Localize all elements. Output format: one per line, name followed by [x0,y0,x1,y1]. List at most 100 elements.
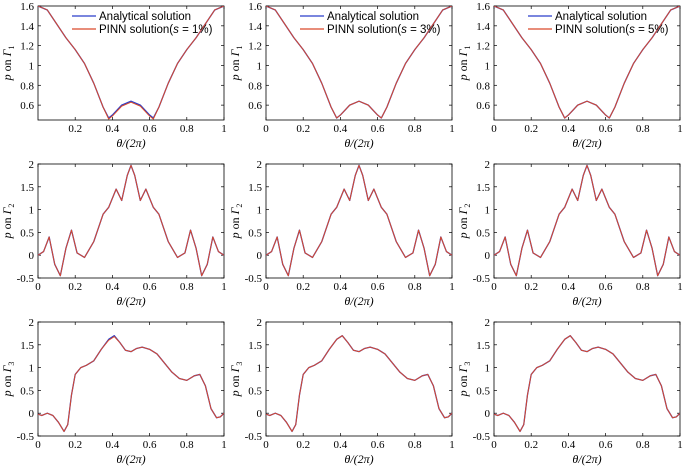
y-tick-label: 1.5 [476,340,490,352]
subplot-2-1: 0 0.2 0.4 0.6 0.8 1-0.500.511.52θ/(2π)p on Γ2 [0,159,227,308]
y-label-on: on [456,372,470,390]
x-tick-label: 0.6 [371,281,385,293]
series-pinn [38,336,224,432]
y-tick-label: 2 [257,317,263,329]
x-tick-label: 0.4 [106,439,120,451]
y-label-gamma: Γ [228,206,242,215]
y-label-var: p [456,74,470,81]
x-tick-label: 0 [263,281,269,293]
y-tick-label: 1 [29,363,35,375]
y-tick-label: 0.5 [476,227,490,239]
y-axis-label: p on Γ3 [456,362,472,398]
series-pinn [38,164,224,277]
legend-label-analytical: Analytical solution [99,11,191,23]
legend-label-pinn: PINN solution(s = 1%) [99,24,213,36]
subplot-3-2: 0 0.2 0.4 0.6 0.8 1-0.500.511.52θ/(2π)p on Γ3 [228,317,455,466]
x-tick-label: 0.8 [408,123,422,135]
subplot-3-1: 0 0.2 0.4 0.6 0.8 1-0.500.511.52θ/(2π)p on Γ3 [0,317,227,466]
y-axis-label: p on Γ1 [0,46,16,82]
y-tick-label: 1.6 [248,1,262,13]
x-tick-label: 1 [221,281,227,293]
x-tick-label: 0.8 [180,439,194,451]
plot-frame [265,163,453,279]
y-label-gamma: Γ [0,48,14,57]
x-tick-label: 0.6 [371,123,385,135]
x-tick-label: 0.2 [524,123,538,135]
x-tick-label: 0.8 [180,281,194,293]
x-tick-label: 0 [263,439,269,451]
y-label-gamma: Γ [0,364,14,373]
y-label-var: p [228,74,242,81]
y-tick-label: 2 [485,317,491,329]
y-axis-label: p on Γ2 [228,204,244,240]
y-tick-label: 1 [29,60,35,72]
y-label-gamma: Γ [228,364,242,373]
y-tick-label: 0.8 [476,80,490,92]
y-tick-label: 1 [485,60,491,72]
y-tick-label: 1.6 [20,1,34,13]
y-tick-label: 1.5 [248,340,262,352]
y-label-on: on [228,214,242,232]
y-label-on: on [456,56,470,74]
y-label-on: on [456,214,470,232]
x-tick-label: 1 [221,123,227,135]
y-tick-label: 1 [257,205,263,217]
y-tick-label: -0.5 [245,431,263,443]
y-label-subscript: 1 [463,46,472,50]
x-tick-label: 0.6 [599,439,613,451]
y-label-subscript: 2 [463,204,472,208]
x-tick-label: 0 [491,281,497,293]
x-tick-label: 0.4 [562,439,576,451]
x-tick-label: 0 [263,123,269,135]
x-tick-label: 1 [449,281,455,293]
legend-label-pinn: PINN solution(s = 3%) [327,24,441,36]
plot-frame [37,321,225,437]
y-label-var: p [228,390,242,397]
y-tick-label: 0 [29,408,35,420]
y-tick-label: 1.4 [248,21,262,33]
x-tick-label: 1 [449,439,455,451]
legend-label-analytical: Analytical solution [555,11,647,23]
y-label-on: on [228,56,242,74]
y-label-subscript: 3 [7,362,16,366]
x-tick-label: 0.6 [143,123,157,135]
y-axis-label: p on Γ3 [228,362,244,398]
x-tick-label: 1 [221,439,227,451]
y-tick-label: 1 [29,205,35,217]
x-axis-label: θ/(2π) [344,294,373,308]
subplot-1-2: 0 0.2 0.4 0.6 0.8 1 0.6 0.8 1 1.2 1.4 1.6 θ/(2π) p on… [228,1,455,150]
y-tick-label: 0.5 [476,385,490,397]
y-label-subscript: 3 [463,362,472,366]
x-axis-label: θ/(2π) [572,452,601,466]
y-tick-label: 1.4 [20,21,34,33]
x-tick-label: 0.4 [334,439,348,451]
y-label-on: on [228,372,242,390]
x-tick-label: 0.4 [562,281,576,293]
y-label-gamma: Γ [456,206,470,215]
y-tick-label: 0.5 [20,227,34,239]
y-axis-label: p on Γ1 [456,46,472,82]
x-tick-label: 0.2 [524,281,538,293]
series-pinn [266,6,452,119]
x-tick-label: 0.4 [334,123,348,135]
subplot-3-3: 0 0.2 0.4 0.6 0.8 1-0.500.511.52θ/(2π)p on Γ3 [456,317,683,466]
y-label-subscript: 2 [235,204,244,208]
x-tick-label: 0 [35,439,41,451]
series-pinn [494,335,680,432]
x-tick-label: 1 [677,281,683,293]
subplot-1-1: 0.2 0.4 0.6 0.8 1 0.6 0.8 1 1.2 1.4 1.6 θ/(2π) p on … [0,1,227,150]
x-tick-label: 0 [491,123,497,135]
x-tick-label: 0.6 [599,123,613,135]
x-tick-label: 0.4 [334,281,348,293]
x-tick-label: 0.4 [106,123,120,135]
x-tick-label: 0 [35,281,41,293]
x-tick-label: 1 [677,123,683,135]
y-tick-label: 2 [29,317,35,329]
y-tick-label: -0.5 [245,273,263,285]
subplot-1-3: 0 0.2 0.4 0.6 0.8 1 0.6 0.8 1 1.2 1.4 1.6 θ/(2π) p on… [456,1,683,150]
x-tick-label: 0.8 [180,123,194,135]
y-label-var: p [456,232,470,239]
x-tick-label: 0 [491,439,497,451]
